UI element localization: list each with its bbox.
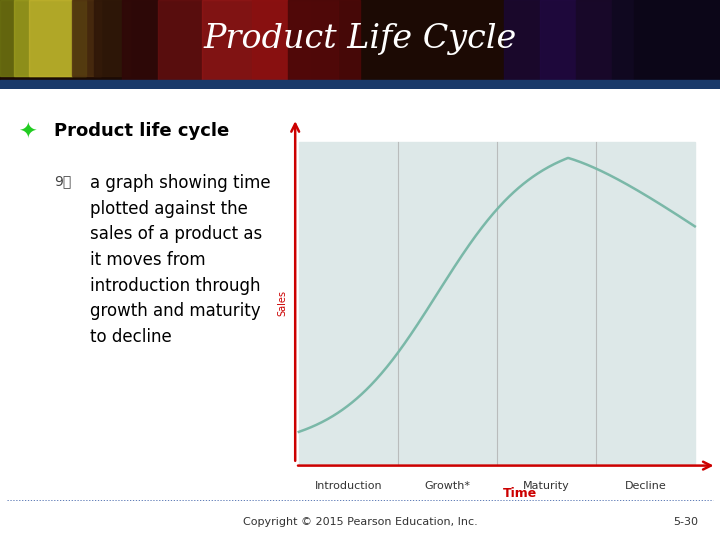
Text: Growth*: Growth*	[424, 482, 470, 491]
Bar	[29, 0, 72, 76]
Bar	[299, 142, 695, 464]
Bar	[252, 0, 338, 89]
Text: Maturity: Maturity	[523, 482, 570, 491]
Text: 5-30: 5-30	[673, 517, 698, 526]
Text: 9Ⓣ: 9Ⓣ	[54, 174, 71, 188]
Bar	[122, 0, 266, 89]
Bar	[0, 0, 86, 76]
Text: Decline: Decline	[624, 482, 666, 491]
Text: ✦: ✦	[18, 122, 37, 142]
Bar	[540, 0, 612, 89]
Bar	[14, 0, 72, 76]
Bar	[202, 0, 310, 89]
Bar	[72, 0, 101, 76]
Text: Sales: Sales	[277, 290, 287, 316]
Text: Copyright © 2015 Pearson Education, Inc.: Copyright © 2015 Pearson Education, Inc.	[243, 517, 477, 526]
Bar	[288, 0, 360, 89]
Bar	[576, 0, 648, 89]
Bar	[0, 80, 720, 89]
Text: Introduction: Introduction	[315, 482, 382, 491]
Bar	[634, 0, 720, 89]
Bar	[612, 0, 670, 89]
Text: Product Life Cycle: Product Life Cycle	[203, 23, 517, 55]
Text: Time: Time	[503, 488, 537, 501]
Text: Product life cycle: Product life cycle	[54, 122, 229, 140]
Bar	[504, 0, 576, 89]
Bar	[158, 0, 288, 89]
Text: a graph showing time
plotted against the
sales of a product as
it moves from
int: a graph showing time plotted against the…	[90, 174, 271, 346]
Bar	[94, 0, 130, 76]
